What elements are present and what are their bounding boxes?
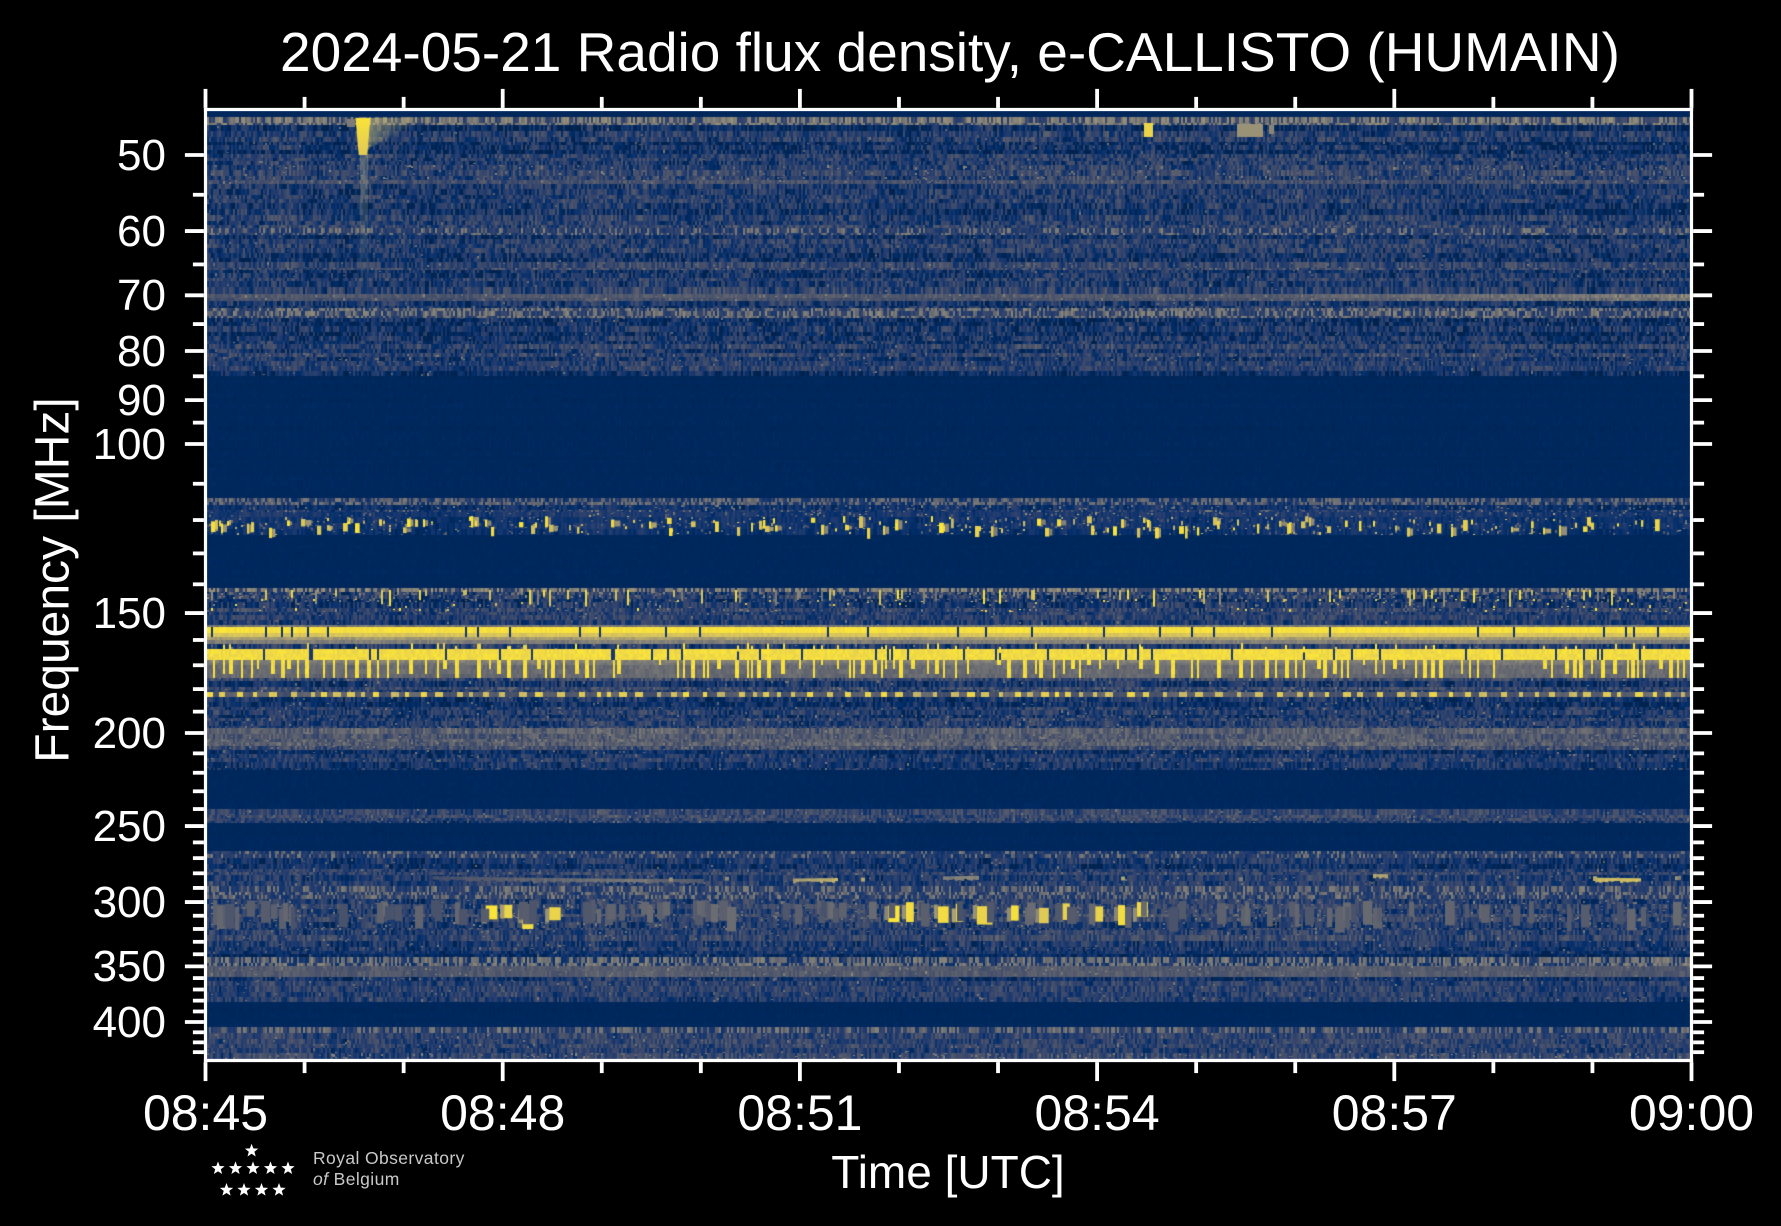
svg-text:of Belgium: of Belgium <box>313 1169 400 1189</box>
svg-text:Royal Observatory: Royal Observatory <box>313 1148 465 1168</box>
